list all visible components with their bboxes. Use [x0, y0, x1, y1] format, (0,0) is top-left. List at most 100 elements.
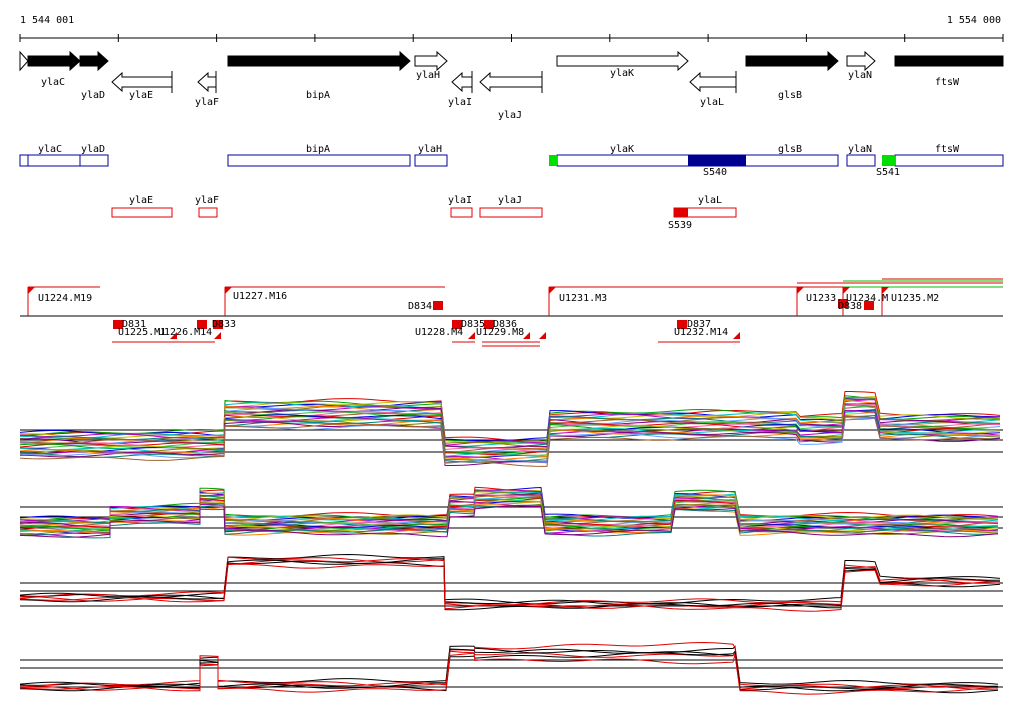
site-red	[674, 208, 688, 217]
minus-feature	[450, 207, 473, 218]
minus-feature-label: ylaL	[698, 195, 722, 206]
unit-block	[677, 320, 687, 329]
site-label: S541	[876, 167, 900, 178]
expression-profile	[19, 505, 999, 538]
plus-feature-label: ftsW	[935, 144, 960, 155]
expression-profile	[19, 491, 999, 524]
unit-label: U1233.	[806, 293, 842, 304]
unit-flag	[733, 332, 740, 339]
minus-feature-label: ylaJ	[498, 195, 522, 206]
unit-flag	[468, 332, 475, 339]
unit-block	[213, 320, 223, 329]
gene-label: bipA	[306, 90, 330, 101]
plus-feature	[79, 154, 109, 167]
gene-arrow	[451, 71, 473, 93]
gene-label: ylaK	[610, 68, 634, 79]
unit-block	[452, 320, 462, 329]
unit-block	[864, 301, 874, 310]
expression-profile	[19, 415, 1001, 467]
unit-flag	[539, 332, 546, 339]
plus-feature-label: ylaD	[81, 144, 105, 155]
expression-profile	[19, 559, 1001, 611]
unit-flag	[797, 287, 804, 294]
unit-flag	[549, 287, 556, 294]
plus-feature-label: ylaC	[38, 144, 62, 155]
site-label: S540	[703, 167, 727, 178]
unit-label: D835	[461, 319, 485, 330]
expression-profile	[19, 397, 1001, 448]
expression-profile	[19, 650, 999, 694]
unit-label: U1229.M8	[476, 327, 524, 338]
plus-feature	[19, 154, 81, 167]
unit-label: U1225.M1	[118, 327, 166, 338]
gene-label: ylaE	[129, 90, 153, 101]
site-label: S539	[668, 220, 692, 231]
unit-flag	[214, 332, 221, 339]
ruler-start: 1 544 001	[20, 15, 74, 26]
plus-feature	[846, 154, 876, 167]
gene-arrow	[689, 71, 737, 93]
minus-feature-label: ylaE	[129, 195, 153, 206]
plus-feature	[227, 154, 411, 167]
plus-feature-label: bipA	[306, 144, 330, 155]
unit-flag	[523, 332, 530, 339]
gene-label: ftsW	[935, 77, 960, 88]
plus-feature	[414, 154, 448, 167]
unit-label: U1234.M	[846, 293, 888, 304]
gene-label: ylaJ	[498, 110, 522, 121]
unit-block	[197, 320, 207, 329]
unit-label: U1224.M19	[38, 293, 92, 304]
plus-feature	[894, 154, 1004, 167]
gene-label: ylaN	[848, 70, 872, 81]
minus-feature-label: ylaI	[448, 195, 472, 206]
expression-profile	[19, 403, 1001, 453]
minus-feature	[198, 207, 218, 218]
expression-profile	[19, 558, 1001, 608]
unit-label: D834	[408, 301, 432, 312]
gene-label: glsB	[778, 90, 802, 101]
expression-profile	[19, 648, 998, 691]
signal-green	[882, 155, 895, 166]
plus-feature-label: ylaK	[610, 144, 634, 155]
unit-label: D836	[493, 319, 517, 330]
unit-block	[113, 320, 123, 329]
gene-arrow	[227, 50, 411, 72]
gene-arrow	[27, 50, 81, 72]
unit-flag	[170, 332, 177, 339]
gene-arrow	[745, 50, 839, 72]
minus-feature	[111, 207, 173, 218]
unit-label: U1227.M16	[233, 291, 287, 302]
unit-label: U1232.M14	[674, 327, 728, 338]
unit-label: U1235.M2	[891, 293, 939, 304]
minus-feature	[479, 207, 543, 218]
gene-arrow	[556, 50, 689, 72]
gene-arrow	[197, 71, 217, 93]
gene-arrow	[479, 71, 543, 93]
unit-label: U1228.M4	[415, 327, 463, 338]
unit-label: U1226.M14	[158, 327, 212, 338]
unit-flag	[843, 287, 850, 294]
plus-feature-label: glsB	[778, 144, 802, 155]
gene-arrow	[414, 50, 448, 72]
gene-label: ylaH	[416, 70, 440, 81]
unit-label: D833	[212, 319, 236, 330]
unit-block	[484, 320, 494, 329]
gene-label: ylaL	[700, 97, 724, 108]
gene-label: ylaI	[448, 97, 472, 108]
gene-arrow	[111, 71, 173, 93]
unit-label: D831	[122, 319, 146, 330]
unit-label: D837	[687, 319, 711, 330]
minus-feature-label: ylaF	[195, 195, 219, 206]
unit-flag	[882, 287, 889, 294]
ruler-end: 1 554 000	[947, 15, 1001, 26]
unit-block	[433, 301, 443, 310]
plus-feature-label: ylaN	[848, 144, 872, 155]
gene-start-marker	[19, 50, 29, 72]
expression-profile	[19, 417, 1001, 467]
gene-arrow	[846, 50, 876, 72]
expression-profile	[19, 417, 1000, 464]
expression-profile	[19, 650, 999, 691]
gene-label: ylaC	[41, 77, 65, 88]
signal-green	[549, 155, 557, 166]
